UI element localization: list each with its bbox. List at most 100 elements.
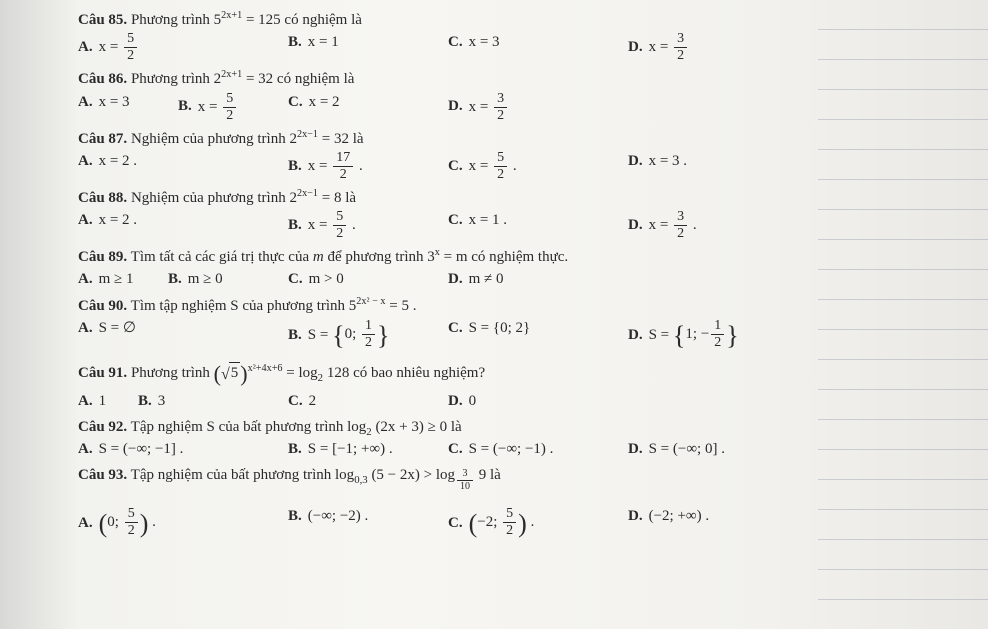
q93-C-rn: 5 bbox=[503, 507, 516, 523]
q92-stem: Câu 92. Tập nghiệm S của bất phương trìn… bbox=[78, 417, 838, 437]
q88-D-frac: 32 bbox=[674, 210, 687, 241]
q89-options: A.m ≥ 1 B.m ≥ 0 C.m > 0 D.m ≠ 0 bbox=[78, 269, 838, 289]
q92-optD: D.S = (−∞; 0] . bbox=[628, 439, 788, 459]
q93-b: 9 là bbox=[475, 467, 501, 483]
q87-B-tag: B. bbox=[288, 158, 302, 174]
q87-B-pre: x = bbox=[308, 158, 331, 174]
q88: Câu 88. Nghiệm của phương trình 22x−1 = … bbox=[78, 188, 838, 241]
q88-D-tag: D. bbox=[628, 217, 643, 233]
q87-C-frac: 52 bbox=[494, 151, 507, 182]
q93-optA: A.(0; 52) . bbox=[78, 506, 288, 541]
q86-D-tag: D. bbox=[448, 98, 463, 114]
q91-exp: x²+4x+6 bbox=[248, 363, 283, 374]
q91-A-tag: A. bbox=[78, 393, 93, 409]
q90-D-tag: D. bbox=[628, 327, 643, 343]
q93-C-rd: 2 bbox=[503, 523, 516, 538]
q86-options: A.x = 3 B.x = 52 C.x = 2 D.x = 32 bbox=[78, 92, 838, 123]
q90-A: S = ∅ bbox=[99, 320, 136, 336]
q89-optB: B.m ≥ 0 bbox=[168, 269, 288, 289]
q87-C-num: 5 bbox=[494, 151, 507, 167]
optD-tag: D. bbox=[628, 39, 643, 55]
q85-D-num: 3 bbox=[674, 32, 687, 48]
q90-D-e2pre: − bbox=[701, 326, 709, 342]
q90-a: Tìm tập nghiệm S của phương trình 5 bbox=[131, 298, 357, 314]
q90-D-e1: 1 bbox=[685, 326, 693, 342]
q85-D-pre: x = bbox=[649, 39, 672, 55]
q93-D-tag: D. bbox=[628, 508, 643, 524]
q93-C-frac: 52 bbox=[503, 507, 516, 538]
q91-stem: Câu 91. Phương trình (√5)x²+4x+6 = log2 … bbox=[78, 359, 838, 389]
q85: Câu 85. Phương trình 52x+1 = 125 có nghi… bbox=[78, 10, 838, 63]
q86-C: x = 2 bbox=[309, 94, 340, 110]
q88-B-pre: x = bbox=[308, 217, 331, 233]
q90-optD: D.S = {1; −12} bbox=[628, 318, 788, 353]
q86-b: = 32 có nghiệm là bbox=[242, 71, 354, 87]
q93-options: A.(0; 52) . B.(−∞; −2) . C.(−2; 52) . D.… bbox=[78, 506, 838, 541]
q92-label: Câu 92. bbox=[78, 419, 127, 435]
q91-C-tag: C. bbox=[288, 393, 303, 409]
ruled-lines bbox=[818, 0, 988, 629]
q91-optB: B.3 bbox=[138, 391, 288, 411]
q91-B-tag: B. bbox=[138, 393, 152, 409]
q87-C-pre: x = bbox=[469, 158, 492, 174]
q85-D-den: 2 bbox=[674, 48, 687, 63]
q90-stem: Câu 90. Tìm tập nghiệm S của phương trìn… bbox=[78, 296, 838, 316]
q89-A-tag: A. bbox=[78, 271, 93, 287]
q88-b: = 8 là bbox=[318, 190, 356, 206]
q85-stem: Câu 85. Phương trình 52x+1 = 125 có nghi… bbox=[78, 10, 838, 30]
q85-optA: A.x = 52 bbox=[78, 32, 288, 63]
q93-sub2-d: 10 bbox=[457, 481, 473, 492]
q85-A-den: 2 bbox=[124, 48, 137, 63]
q93-A-rd: 2 bbox=[125, 523, 138, 538]
q90-D-set: {1; −12} bbox=[673, 318, 739, 353]
q91-options: A.1 B.3 C.2 D.0 bbox=[78, 391, 838, 411]
q86-D-num: 3 bbox=[494, 92, 507, 108]
q90-exp: 2x² − x bbox=[356, 296, 385, 307]
q87-B-den: 2 bbox=[333, 167, 353, 182]
q91-sqrt: 5 bbox=[229, 362, 241, 383]
q87-D: x = 3 . bbox=[649, 153, 687, 169]
q86-A-tag: A. bbox=[78, 94, 93, 110]
q90-D-n: 1 bbox=[711, 319, 724, 335]
q89-C-tag: C. bbox=[288, 271, 303, 287]
q89-m: m bbox=[313, 249, 324, 265]
q86-stem: Câu 86. Phương trình 22x+1 = 32 có nghiệ… bbox=[78, 69, 838, 89]
q88-D-post: . bbox=[689, 217, 697, 233]
q89-optA: A.m ≥ 1 bbox=[78, 269, 168, 289]
q90-D-frac: 12 bbox=[711, 319, 724, 350]
q91-optC: C.2 bbox=[288, 391, 448, 411]
q86-C-tag: C. bbox=[288, 94, 303, 110]
worksheet-scan: { "q85": { "label": "Câu 85.", "stem_a":… bbox=[0, 0, 988, 629]
q90-options: A.S = ∅ B.S = {0; 12} C.S = {0; 2} D.S =… bbox=[78, 318, 838, 353]
q93-optC: C.(−2; 52) . bbox=[448, 506, 628, 541]
q87-C-post: . bbox=[509, 158, 517, 174]
q91-a: Phương trình bbox=[131, 365, 214, 381]
q93-B: (−∞; −2) . bbox=[308, 508, 369, 524]
q92-b: (2x + 3) ≥ 0 là bbox=[372, 419, 462, 435]
q92-A-tag: A. bbox=[78, 441, 93, 457]
page-content: Câu 85. Phương trình 52x+1 = 125 có nghi… bbox=[78, 4, 838, 541]
q86-B-tag: B. bbox=[178, 98, 192, 114]
q93-C-l: −2 bbox=[477, 514, 493, 530]
q87: Câu 87. Nghiệm của phương trình 22x−1 = … bbox=[78, 129, 838, 182]
q90-B-n: 1 bbox=[362, 319, 375, 335]
q93-C-tag: C. bbox=[448, 515, 463, 531]
q85-A-num: 5 bbox=[124, 32, 137, 48]
q89: Câu 89. Tìm tất cả các giá trị thực của … bbox=[78, 247, 838, 290]
q90: Câu 90. Tìm tập nghiệm S của phương trìn… bbox=[78, 296, 838, 353]
q87-b: = 32 là bbox=[318, 131, 364, 147]
q89-D: m ≠ 0 bbox=[469, 271, 504, 287]
q88-stem: Câu 88. Nghiệm của phương trình 22x−1 = … bbox=[78, 188, 838, 208]
q90-C: S = {0; 2} bbox=[469, 320, 531, 336]
q87-optC: C.x = 52 . bbox=[448, 151, 628, 182]
q93-label: Câu 93. bbox=[78, 467, 127, 483]
q93-stem: Câu 93. Tập nghiệm của bất phương trình … bbox=[78, 465, 838, 492]
q87-C-den: 2 bbox=[494, 167, 507, 182]
q89-stem: Câu 89. Tìm tất cả các giá trị thực của … bbox=[78, 247, 838, 267]
q88-exp: 2x−1 bbox=[297, 188, 318, 199]
q92-optB: B.S = [−1; +∞) . bbox=[288, 439, 448, 459]
q93-A-l: 0 bbox=[107, 514, 115, 530]
q87-a: Nghiệm của phương trình 2 bbox=[131, 131, 297, 147]
q92-optC: C.S = (−∞; −1) . bbox=[448, 439, 628, 459]
q91: Câu 91. Phương trình (√5)x²+4x+6 = log2 … bbox=[78, 359, 838, 411]
